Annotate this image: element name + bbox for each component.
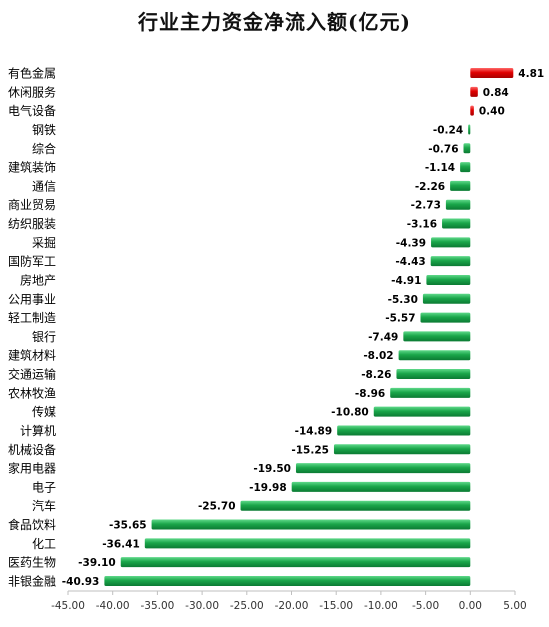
- x-tick-label: -10.00: [364, 600, 398, 612]
- bar: [470, 105, 474, 116]
- value-label: -10.80: [331, 407, 369, 419]
- x-tick-label: -20.00: [275, 600, 309, 612]
- value-label: -5.30: [388, 294, 418, 306]
- chart-title: 行业主力资金净流入额(亿元): [138, 10, 411, 34]
- category-label: 有色金属: [8, 66, 56, 81]
- bar: [291, 481, 471, 492]
- value-label: -4.91: [391, 275, 421, 287]
- x-tick-label: -35.00: [140, 600, 174, 612]
- value-label: -8.26: [361, 369, 391, 381]
- x-tick-label: -15.00: [319, 600, 353, 612]
- category-label: 建筑材料: [8, 348, 56, 363]
- value-label: -7.49: [368, 331, 398, 343]
- value-label: -1.14: [425, 162, 455, 174]
- bar: [403, 331, 471, 342]
- value-label: -0.76: [428, 143, 458, 155]
- x-tick-label: 5.00: [503, 600, 526, 612]
- bar: [120, 557, 471, 568]
- category-label: 电子: [32, 480, 56, 494]
- bar: [426, 274, 471, 285]
- category-label: 综合: [32, 141, 56, 156]
- category-label: 通信: [32, 179, 56, 193]
- bar: [373, 406, 471, 417]
- category-label: 传媒: [32, 404, 56, 419]
- value-label: -2.26: [415, 181, 445, 193]
- value-label: -15.25: [291, 444, 329, 456]
- x-tick-label: -40.00: [96, 600, 130, 612]
- bar: [240, 500, 471, 511]
- value-label: -35.65: [109, 520, 147, 532]
- bar: [151, 519, 471, 530]
- category-label: 纺织服装: [8, 217, 56, 231]
- bar: [463, 143, 471, 154]
- category-label: 医药生物: [8, 556, 56, 570]
- value-label: -40.93: [62, 576, 100, 588]
- bar: [470, 68, 514, 78]
- bar: [460, 162, 471, 173]
- value-label: -4.43: [395, 256, 425, 268]
- value-label: -14.89: [295, 425, 333, 437]
- bar: [396, 369, 471, 380]
- bar: [398, 350, 471, 361]
- category-label: 食品饮料: [8, 517, 56, 532]
- category-label: 交通运输: [8, 367, 56, 382]
- bar: [104, 576, 471, 586]
- category-label: 农林牧渔: [8, 386, 56, 400]
- category-label: 建筑装饰: [8, 160, 56, 175]
- category-label: 公用事业: [8, 292, 56, 306]
- value-label: 4.81: [518, 68, 544, 80]
- value-label: -19.50: [253, 463, 291, 475]
- bar: [144, 538, 471, 549]
- category-label: 家用电器: [8, 461, 56, 476]
- x-tick-label: -30.00: [185, 600, 219, 612]
- value-label: -39.10: [78, 557, 116, 569]
- bar: [468, 124, 471, 135]
- value-label: 0.40: [479, 106, 505, 118]
- value-label: -19.98: [249, 482, 287, 494]
- category-label: 轻工制造: [8, 311, 56, 325]
- x-tick-label: -5.00: [412, 600, 439, 612]
- value-label: 0.84: [483, 87, 509, 99]
- value-label: -2.73: [411, 200, 441, 212]
- category-label: 计算机: [20, 423, 56, 438]
- category-label: 汽车: [32, 498, 56, 513]
- category-label: 商业贸易: [8, 197, 56, 212]
- category-label: 采掘: [32, 235, 56, 250]
- x-tick-label: -45.00: [51, 600, 85, 612]
- bar: [295, 463, 471, 474]
- category-label: 电气设备: [8, 103, 56, 118]
- category-label: 休闲服务: [8, 84, 56, 99]
- bar: [390, 387, 471, 398]
- value-label: -36.41: [102, 538, 140, 550]
- category-label: 钢铁: [32, 123, 56, 137]
- category-label: 非银金融: [8, 574, 56, 589]
- bar: [431, 237, 471, 248]
- x-tick-label: -25.00: [230, 600, 264, 612]
- category-label: 房地产: [20, 272, 56, 287]
- value-label: -4.39: [396, 237, 426, 249]
- value-label: -3.16: [407, 219, 437, 231]
- value-label: -8.02: [363, 350, 393, 362]
- bar: [420, 312, 471, 323]
- bar: [442, 218, 471, 229]
- bar: [333, 444, 471, 455]
- bar: [450, 180, 471, 191]
- bar: [422, 293, 471, 304]
- bar: [445, 199, 471, 210]
- bar: [430, 256, 471, 267]
- category-label: 国防军工: [8, 254, 56, 269]
- value-label: -0.24: [433, 124, 463, 136]
- value-label: -8.96: [355, 388, 385, 400]
- x-tick-label: 0.00: [459, 600, 482, 612]
- category-label: 机械设备: [8, 442, 56, 457]
- value-label: -25.70: [198, 501, 236, 513]
- bar: [337, 425, 471, 436]
- value-label: -5.57: [385, 313, 415, 325]
- category-label: 化工: [32, 537, 56, 551]
- bar: [470, 86, 478, 97]
- category-label: 银行: [32, 330, 56, 344]
